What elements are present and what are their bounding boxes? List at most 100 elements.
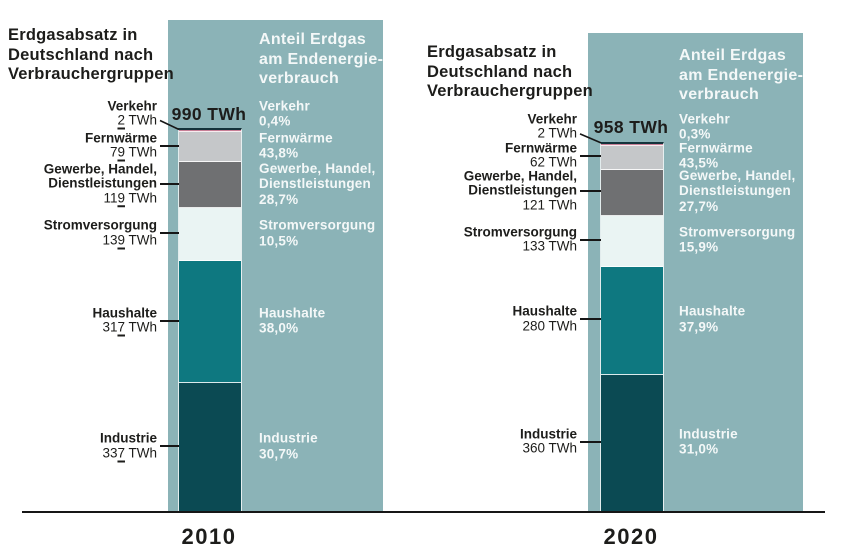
callout-tick — [580, 440, 601, 443]
share-name: Stromversorgung — [259, 217, 376, 233]
callout-tick — [160, 319, 179, 322]
segment-value: 79 TWh — [109, 144, 157, 160]
segment-name: Gewerbe, Handel, Dienstleistungen — [463, 168, 577, 198]
segment-label-gewerbe: Gewerbe, Handel, Dienstleistungen 121 TWh — [417, 168, 577, 213]
segment-value: 280 TWh — [522, 318, 577, 333]
share-label-gewerbe: Gewerbe, Handel, Dienstleistungen 27,7% — [679, 168, 804, 215]
chart-title: Erdgasabsatz in Deutschland nach Verbrau… — [8, 26, 174, 83]
rounded-digit-underline: 7 — [117, 445, 125, 461]
segment-name: Haushalte — [92, 305, 157, 321]
segment-value: 62 TWh — [529, 154, 577, 170]
bar-segment-haushalte — [601, 267, 663, 375]
bar-segment-gewerbe — [601, 170, 663, 216]
share-label-stromversorgung: Stromversorgung 10,5% — [259, 218, 384, 249]
segment-value: 121 TWh — [522, 197, 577, 213]
callout-tick — [160, 445, 179, 448]
segment-label-haushalte: Haushalte 317 TWh — [0, 306, 157, 335]
share-label-stromversorgung: Stromversorgung 15,9% — [679, 224, 804, 255]
segment-label-fernwaerme: Fernwärme 62 TWh — [417, 141, 577, 170]
bar-segment-stromversorgung — [179, 208, 241, 261]
share-name: Stromversorgung — [679, 224, 796, 240]
callout-tick — [160, 144, 179, 147]
share-percent: 27,7% — [679, 198, 719, 214]
segment-name: Fernwärme — [504, 140, 577, 156]
segment-value: 133 TWh — [522, 238, 577, 254]
callout-tick — [580, 318, 601, 320]
share-panel-header: Anteil Erdgas am Endenergie- verbrauch — [259, 31, 384, 87]
segment-label-industrie: Industrie 337 TWh — [0, 430, 157, 461]
share-percent: 43,8% — [259, 145, 299, 161]
share-label-verkehr: Verkehr 0,4% — [259, 98, 384, 129]
segment-label-stromversorgung: Stromversorgung 133 TWh — [417, 225, 577, 254]
segment-name: Haushalte — [512, 303, 577, 319]
share-percent: 30,7% — [259, 446, 299, 462]
share-percent: 10,5% — [259, 233, 299, 249]
share-label-fernwaerme: Fernwärme 43,5% — [679, 140, 804, 171]
rounded-digit-underline: 9 — [117, 144, 125, 160]
segment-label-gewerbe: Gewerbe, Handel, Dienstleistungen 119 TWh — [0, 160, 157, 206]
x-axis-line — [22, 511, 825, 513]
total-label: 990 TWh — [171, 103, 247, 124]
segment-name: Verkehr — [107, 98, 157, 113]
share-label-industrie: Industrie 30,7% — [259, 431, 384, 462]
bar-segment-haushalte — [179, 261, 241, 383]
segment-value: 337 TWh — [102, 445, 157, 461]
callout-tick — [580, 238, 601, 241]
segment-value: 2 TWh — [117, 112, 157, 128]
share-percent: 38,0% — [259, 320, 299, 336]
share-percent: 28,7% — [259, 191, 299, 207]
share-percent: 0,3% — [679, 126, 711, 142]
segment-name: Stromversorgung — [463, 224, 577, 240]
share-label-haushalte: Haushalte 37,9% — [679, 304, 804, 335]
callout-tick — [160, 232, 179, 235]
chart-title: Erdgasabsatz in Deutschland nach Verbrau… — [427, 43, 593, 100]
segment-name: Industrie — [519, 426, 577, 442]
bar-segment-stromversorgung — [601, 216, 663, 267]
segment-value: 317 TWh — [102, 319, 157, 335]
share-name: Fernwärme — [259, 130, 333, 146]
stacked-bar — [178, 128, 242, 513]
bar-segment-gewerbe — [179, 162, 241, 208]
segment-value: 2 TWh — [537, 125, 577, 141]
share-percent: 31,0% — [679, 441, 719, 457]
rounded-digit-underline: 2 — [117, 112, 125, 128]
share-percent: 15,9% — [679, 239, 719, 255]
callout-tick — [580, 189, 601, 192]
bar-segment-industrie — [179, 383, 241, 513]
bar-segment-industrie — [601, 375, 663, 513]
callout-tick — [580, 154, 601, 157]
share-name: Fernwärme — [679, 140, 753, 156]
segment-value: 119 TWh — [103, 189, 157, 205]
total-label: 958 TWh — [593, 116, 669, 137]
year-label: 2020 — [603, 524, 659, 549]
segment-value: 139 TWh — [102, 232, 157, 248]
segment-label-fernwaerme: Fernwärme 79 TWh — [0, 131, 157, 160]
share-name: Industrie — [679, 426, 738, 442]
share-label-fernwaerme: Fernwärme 43,8% — [259, 130, 384, 161]
rounded-digit-underline: 9 — [117, 189, 125, 205]
share-label-industrie: Industrie 31,0% — [679, 426, 804, 457]
segment-name: Industrie — [99, 430, 157, 446]
share-panel-header: Anteil Erdgas am Endenergie- verbrauch — [679, 47, 804, 103]
share-percent: 37,9% — [679, 319, 719, 334]
share-percent: 43,5% — [679, 155, 719, 171]
bar-segment-verkehr — [601, 144, 663, 146]
stacked-bar — [600, 142, 664, 513]
segment-name: Fernwärme — [84, 130, 157, 146]
bar-segment-fernwaerme — [601, 146, 663, 170]
segment-name: Stromversorgung — [43, 217, 157, 233]
share-name: Haushalte — [679, 303, 746, 319]
year-label: 2010 — [181, 524, 237, 549]
segment-label-stromversorgung: Stromversorgung 139 TWh — [0, 217, 157, 248]
segment-name: Verkehr — [527, 111, 577, 127]
segment-value: 360 TWh — [522, 440, 577, 456]
share-label-gewerbe: Gewerbe, Handel, Dienstleistungen 28,7% — [259, 160, 384, 207]
share-name: Haushalte — [259, 305, 326, 321]
share-label-verkehr: Verkehr 0,3% — [679, 111, 804, 142]
share-name: Industrie — [259, 430, 318, 446]
segment-name: Gewerbe, Handel, Dienstleistungen — [43, 160, 157, 191]
share-name: Verkehr — [679, 111, 730, 127]
segment-label-verkehr: Verkehr 2 TWh — [0, 98, 157, 128]
share-label-haushalte: Haushalte 38,0% — [259, 305, 384, 336]
